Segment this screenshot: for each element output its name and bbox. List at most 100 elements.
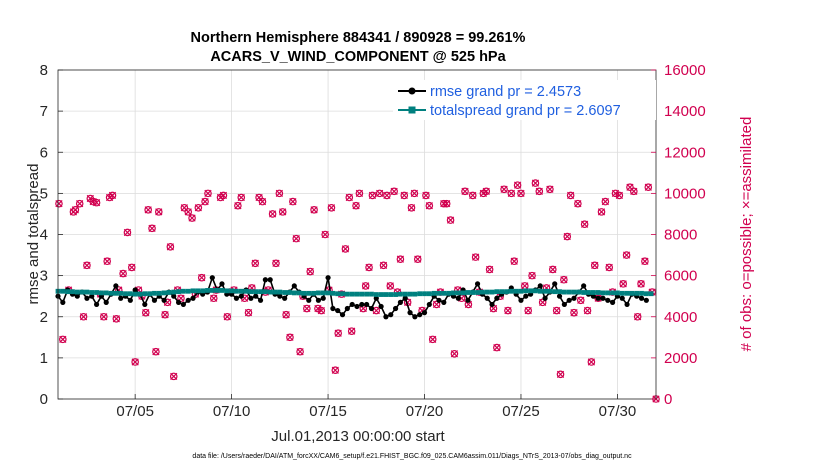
obs-assimilated-marker [170, 372, 178, 381]
obs-assimilated-marker [345, 193, 353, 202]
obs-possible-marker [123, 228, 132, 237]
rmse-series-point [84, 295, 90, 301]
obs-possible-marker [644, 183, 653, 192]
obs-assimilated-marker [414, 255, 422, 263]
rmse-series-point [474, 281, 481, 287]
y-tick-label: 8 [40, 62, 48, 79]
obs-assimilated-marker [605, 263, 613, 272]
totalspread-series-point [99, 290, 104, 296]
obs-count-point [292, 234, 301, 243]
obs-possible-marker [204, 189, 212, 198]
chart-title-line-2: ACARS_V_WIND_COMPONENT @ 525 hPa [210, 49, 506, 65]
obs-count-point [461, 187, 469, 196]
rmse-series-point [556, 293, 563, 299]
obs-count-point [237, 193, 246, 202]
obs-assimilated-marker [210, 294, 218, 302]
y-right-tick-label: 2000 [664, 350, 697, 367]
obs-possible-marker [112, 315, 121, 323]
obs-count-point [524, 306, 533, 315]
obs-count-point [317, 306, 326, 315]
rmse-series-point [561, 301, 567, 308]
y-tick-label: 0 [40, 391, 48, 408]
rmse-series-point [325, 275, 331, 281]
obs-assimilated-marker [386, 282, 394, 290]
obs-assimilated-marker [142, 309, 150, 317]
obs-possible-marker [493, 343, 501, 352]
obs-possible-marker [347, 327, 356, 335]
obs-possible-marker [152, 347, 160, 356]
obs-possible-marker [55, 199, 63, 208]
obs-possible-marker [244, 308, 253, 317]
obs-count-point [108, 191, 117, 200]
rmse-series-point [291, 283, 297, 289]
rmse-series-point [151, 297, 158, 303]
totalspread-series-point [301, 290, 307, 296]
obs-possible-marker [587, 358, 596, 366]
obs-count-point [615, 191, 624, 200]
totalspread-series-point [528, 288, 534, 294]
obs-count-point [583, 306, 592, 315]
obs-assimilated-marker [108, 191, 117, 200]
obs-count-point [169, 372, 178, 381]
totalspread-series-point [595, 290, 601, 295]
obs-assimilated-marker [234, 202, 242, 210]
obs-count-point [400, 191, 409, 200]
rmse-series-point [494, 295, 500, 301]
rmse-series-point [190, 295, 196, 301]
rmse-series-point [335, 307, 341, 314]
totalspread-series-point [344, 291, 350, 297]
obs-assimilated-marker [355, 189, 364, 197]
obs-count-point [148, 224, 156, 233]
legend-rmse-label: rmse grand pr = 2.4573 [430, 84, 581, 100]
obs-count-point [386, 282, 395, 290]
legend-spread-marker [408, 106, 416, 114]
obs-possible-marker [615, 191, 624, 200]
totalspread-series-point [306, 290, 312, 296]
obs-count-point [112, 315, 121, 323]
obs-count-point [188, 214, 196, 222]
obs-possible-marker [407, 203, 416, 212]
totalspread-series-point [619, 290, 625, 296]
y-axis-label: rmse and totalspread [25, 164, 42, 305]
totalspread-series-point [243, 288, 249, 294]
obs-count-point [413, 255, 422, 263]
obs-possible-marker [619, 280, 628, 288]
obs-possible-marker [566, 191, 575, 200]
obs-possible-marker [524, 306, 533, 315]
obs-count-point [576, 296, 585, 305]
obs-possible-marker [75, 199, 84, 208]
rmse-series-point [233, 295, 240, 301]
obs-assimilated-marker [390, 187, 398, 195]
rmse-series-point [388, 312, 394, 318]
obs-possible-marker [422, 191, 430, 200]
obs-assimilated-marker [268, 210, 277, 218]
totalspread-series-point [205, 288, 210, 293]
rmse-series-point [171, 293, 177, 299]
obs-count-point [535, 187, 544, 196]
obs-count-point [390, 187, 398, 196]
rmse-series-point [344, 305, 350, 312]
x-axis-label: Jul.01,2013 00:00:00 start [271, 428, 445, 445]
obs-count-point [619, 280, 628, 288]
obs-count-point [407, 203, 416, 212]
obs-possible-marker [605, 263, 614, 272]
obs-possible-marker [258, 197, 267, 206]
obs-assimilated-marker [574, 200, 582, 208]
obs-possible-marker [410, 189, 419, 198]
obs-count-point [278, 208, 287, 216]
obs-assimilated-marker [201, 197, 209, 206]
totalspread-series-point [451, 290, 456, 296]
rmse-series-point [359, 301, 365, 308]
obs-assimilated-marker [334, 329, 342, 337]
obs-possible-marker [590, 261, 599, 270]
rmse-series-point [267, 277, 273, 283]
obs-assimilated-marker [286, 333, 294, 341]
totalspread-series-point [161, 290, 167, 296]
obs-possible-marker [237, 193, 246, 202]
rmse-series-point [175, 299, 182, 305]
obs-possible-marker [641, 257, 649, 266]
x-tick-label: 07/30 [599, 403, 637, 420]
totalspread-series-point [229, 288, 235, 294]
rmse-series-point [383, 314, 389, 320]
rmse-series-point [571, 295, 577, 301]
